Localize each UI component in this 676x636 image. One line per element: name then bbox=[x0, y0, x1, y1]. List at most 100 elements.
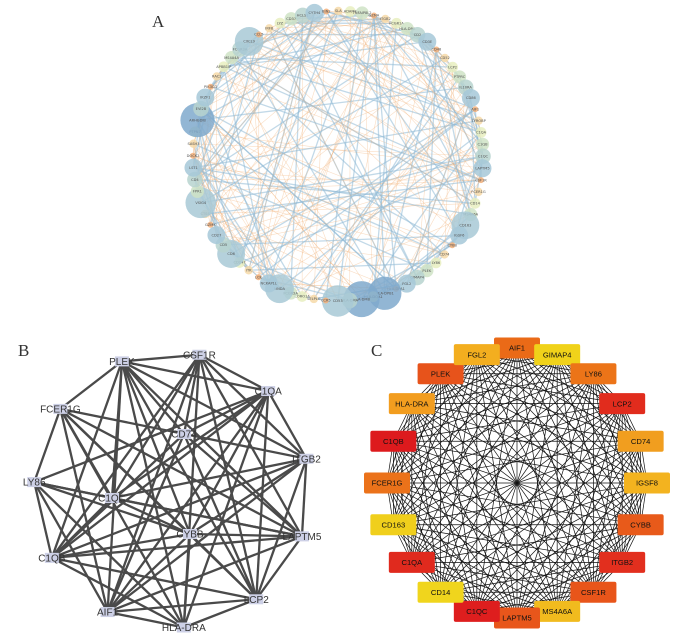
panel-a-edge bbox=[193, 167, 407, 284]
panel-b-node-label: CSF1R bbox=[183, 350, 216, 361]
panel-a-node-label: HLA-DPB1 bbox=[376, 291, 394, 295]
panel-b-edge bbox=[183, 433, 303, 538]
panel-b-edge bbox=[107, 610, 185, 629]
panel-a-node bbox=[433, 46, 440, 53]
panel-c-edge bbox=[621, 441, 641, 563]
panel-b-edge bbox=[107, 598, 257, 614]
panel-b-node bbox=[192, 349, 207, 360]
panel-a-node bbox=[184, 158, 203, 177]
panel-a-edge bbox=[248, 12, 316, 271]
panel-a-node-label: TYROBP bbox=[470, 119, 486, 123]
panel-c-node-label: CYBB bbox=[630, 520, 651, 529]
panel-a-node-label: GZMK bbox=[205, 223, 216, 227]
panel-c-edge bbox=[440, 562, 623, 593]
panel-a-edge bbox=[248, 108, 476, 271]
panel-a-edge bbox=[361, 76, 460, 300]
panel-a-edge bbox=[197, 119, 280, 289]
panel-a-edge bbox=[248, 12, 315, 271]
panel-a-edge bbox=[223, 41, 428, 68]
panel-a-edge bbox=[268, 28, 397, 290]
panel-a-edge bbox=[197, 119, 466, 226]
panel-a-node-label: CD4 bbox=[191, 178, 199, 182]
panel-b-edges bbox=[33, 353, 308, 629]
panel-c-node bbox=[417, 363, 464, 385]
panel-b-edge bbox=[51, 532, 191, 559]
panel-b-node-label: LAPTM5 bbox=[283, 532, 322, 543]
panel-a-node bbox=[381, 14, 390, 24]
panel-a-node-label: IL10RA bbox=[459, 85, 472, 89]
panel-b-edge bbox=[255, 390, 270, 600]
panel-b-edge bbox=[107, 535, 303, 614]
panel-a-edge bbox=[290, 15, 375, 294]
panel-a-node bbox=[265, 24, 274, 33]
panel-a-letter: A bbox=[152, 12, 165, 31]
panel-b-node bbox=[27, 477, 42, 488]
panel-c-node bbox=[570, 363, 617, 385]
panel-a-node bbox=[334, 6, 343, 16]
panel-a-node bbox=[474, 187, 483, 197]
panel-c-node-label: C1QC bbox=[466, 607, 488, 616]
panel-a-node-label: FGL2 bbox=[402, 282, 411, 286]
panel-a-node bbox=[207, 221, 214, 228]
panel-a-edge bbox=[406, 97, 472, 284]
panel-a-edge bbox=[192, 12, 315, 156]
panel-b-node-label: AIF1 bbox=[97, 608, 119, 619]
panel-c-edge bbox=[476, 524, 641, 612]
panel-c-edge bbox=[393, 403, 623, 526]
panel-c-node bbox=[370, 430, 417, 452]
panel-b-edge bbox=[182, 354, 201, 435]
panel-a-edge bbox=[373, 15, 437, 263]
panel-c-edge bbox=[386, 482, 441, 593]
panel-a-node-label: SASH3 bbox=[187, 142, 199, 146]
panel-a-node-label: C1QC bbox=[478, 154, 489, 158]
panel-c-node-label: CSF1R bbox=[581, 588, 606, 597]
panel-c-node-label: AIF1 bbox=[509, 344, 525, 353]
panel-c-edge bbox=[393, 440, 648, 484]
panel-b-node bbox=[176, 622, 191, 633]
panel-a-node-label: CD5 bbox=[220, 243, 228, 247]
panel-c-node-label: HLA-DRA bbox=[395, 399, 429, 408]
panel-c-edges bbox=[386, 347, 648, 619]
panel-a-node-label: CD52 bbox=[440, 56, 450, 60]
panel-a-edge bbox=[291, 18, 445, 59]
panel-c-node-label: C1QB bbox=[383, 437, 404, 446]
panel-c-node-label: C1QA bbox=[401, 558, 423, 567]
panel-a-edge bbox=[406, 97, 472, 284]
panel-a-edge bbox=[258, 108, 476, 278]
panel-c-edge bbox=[411, 403, 478, 612]
panel-b-nodes: CSF1R C1QA ITGB2 LAPTM5 LCP2 HLA-DRA AIF1 C1QB L… bbox=[23, 349, 322, 634]
panel-c-edge bbox=[476, 354, 641, 525]
panel-b-edge bbox=[111, 496, 191, 536]
panel-c-node bbox=[453, 344, 500, 366]
panel-a-node bbox=[475, 137, 490, 151]
panel-a-node-label: CSF1R bbox=[475, 178, 487, 182]
panel-c-edge bbox=[411, 562, 594, 593]
panel-c-edge bbox=[476, 354, 594, 593]
panel-a-edge bbox=[216, 23, 281, 236]
panel-c-edge bbox=[386, 482, 641, 526]
panel-c-network: C AIF1 GIMAP4 LY86 LCP2 CD74 IGSF8 CYBB ITGB2 CS… bbox=[364, 337, 670, 629]
panel-a-node-label: GZMA bbox=[368, 14, 379, 18]
panel-c-edge bbox=[411, 403, 648, 484]
panel-a-edge bbox=[279, 18, 386, 289]
panel-a-node-label: CD53 bbox=[333, 299, 343, 303]
panel-a-node-label: CD14 bbox=[470, 202, 481, 206]
panel-a-node bbox=[284, 12, 298, 26]
panel-c-edge bbox=[440, 373, 641, 442]
panel-b-edge bbox=[50, 361, 124, 559]
panel-a-edge bbox=[416, 34, 472, 215]
panel-a-node-label: CD86 bbox=[466, 96, 477, 100]
panel-a-edge bbox=[325, 11, 460, 236]
panel-a-node-label: CD27 bbox=[212, 233, 222, 237]
panel-a-node-label: HLA-DMB bbox=[353, 297, 370, 301]
panel-c-node-label: IGSF8 bbox=[636, 479, 658, 488]
panel-b-edge bbox=[51, 390, 269, 559]
panel-c-node-label: FGL2 bbox=[467, 350, 486, 359]
panel-a-edge bbox=[200, 108, 397, 290]
panel-a-node-label: DOCK2 bbox=[187, 154, 200, 158]
panel-c-node bbox=[494, 337, 540, 359]
panel-b-edge bbox=[188, 390, 270, 535]
panel-c-edge bbox=[411, 403, 594, 593]
panel-b-edge bbox=[183, 390, 269, 436]
panel-a-node-label: FPR1 bbox=[193, 190, 202, 194]
